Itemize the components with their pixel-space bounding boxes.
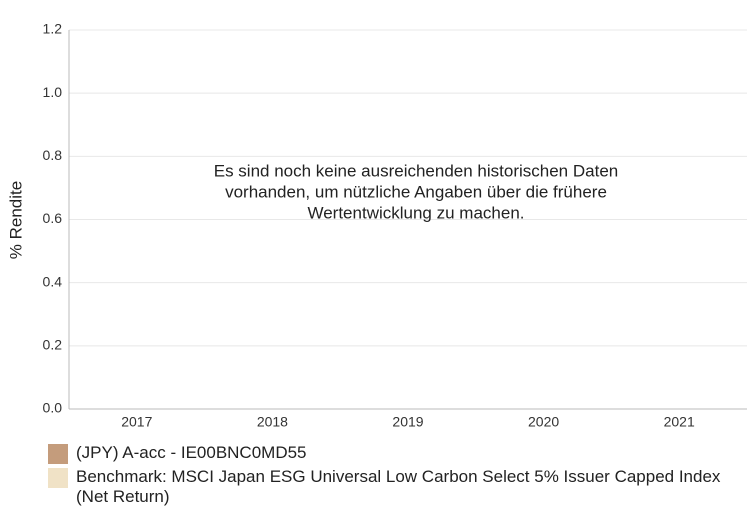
legend-label: (JPY) A-acc - IE00BNC0MD55	[76, 443, 307, 462]
plot: % Rendite 0.0 0.2 0.4 0.6 0.8 1.0 1.2 Es sind n…	[6, 21, 747, 430]
legend-swatch	[48, 444, 68, 464]
legend-label: Benchmark: MSCI Japan ESG Universal Low …	[76, 467, 721, 506]
x-tick-label: 2021	[664, 414, 695, 430]
annotation: vorhanden, um nützliche Angaben über die…	[225, 182, 607, 201]
y-tick-label: 1.2	[43, 21, 63, 37]
y-tick-label: 0.2	[43, 337, 63, 353]
legend-item: Benchmark: MSCI Japan ESG Universal Low …	[48, 467, 728, 507]
annotation: Wertentwicklung zu machen.	[307, 203, 524, 222]
x-tick-label: 2020	[528, 414, 559, 430]
y-tick-label: 0.0	[43, 400, 63, 416]
y-tick-label: 0.6	[43, 210, 63, 226]
x-tick-label: 2018	[257, 414, 288, 430]
x-tick-label: 2017	[121, 414, 152, 430]
annotation: Es sind noch keine ausreichenden histori…	[214, 161, 618, 180]
legend: (JPY) A-acc - IE00BNC0MD55 Benchmark: MSC…	[48, 443, 728, 510]
legend-swatch	[48, 468, 68, 488]
y-tick-label: 1.0	[43, 84, 63, 100]
legend-item: (JPY) A-acc - IE00BNC0MD55	[48, 443, 728, 464]
y-tick-label: 0.4	[43, 273, 63, 289]
y-tick-label: 0.8	[43, 147, 63, 163]
x-tick-label: 2019	[392, 414, 423, 430]
y-axis-label: % Rendite	[6, 181, 25, 259]
